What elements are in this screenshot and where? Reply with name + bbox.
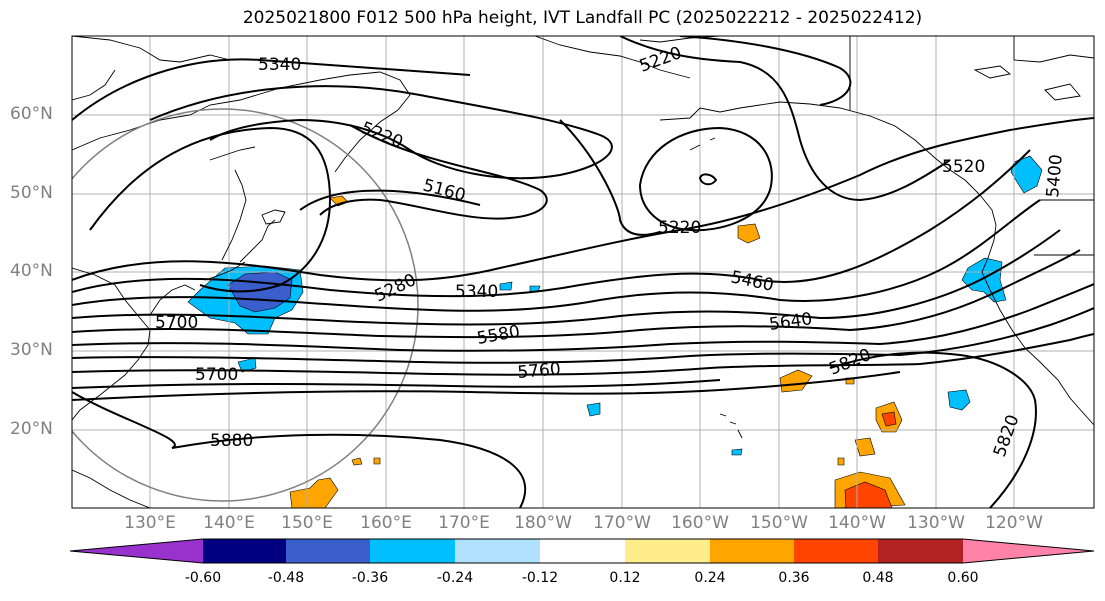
contour-label: 5520 bbox=[942, 157, 985, 177]
map-title: 2025021800 F012 500 hPa height, IVT Land… bbox=[242, 8, 923, 28]
colorbar-label: 0.60 bbox=[947, 570, 979, 586]
colorbar-segment bbox=[794, 539, 878, 563]
colorbar-label: -0.60 bbox=[184, 570, 222, 586]
lat-tick-label: 30°N bbox=[10, 340, 53, 360]
lat-tick-label: 50°N bbox=[10, 183, 53, 203]
lon-tick-label: 150°E bbox=[281, 513, 333, 533]
map-frame bbox=[71, 35, 1095, 509]
lon-tick-label: 170°E bbox=[438, 513, 490, 533]
colorbar-segment bbox=[878, 539, 963, 563]
lon-tick-label: 130°E bbox=[124, 513, 176, 533]
lat-tick-label: 60°N bbox=[10, 104, 53, 124]
contour-label: 5700 bbox=[155, 313, 198, 333]
colorbar-segment bbox=[963, 539, 1094, 563]
contour-label: 5340 bbox=[455, 282, 498, 302]
contour-label: 5760 bbox=[517, 359, 562, 383]
colorbar-label: -0.48 bbox=[267, 570, 305, 586]
lon-tick-label: 160°W bbox=[671, 513, 729, 533]
landfall-region-circle bbox=[72, 108, 419, 502]
colorbar-label: -0.36 bbox=[351, 570, 389, 586]
contour-label: 5220 bbox=[658, 218, 701, 238]
colorbar-label: -0.12 bbox=[521, 570, 559, 586]
height-contours bbox=[72, 36, 1094, 508]
colorbar-label: 0.24 bbox=[694, 570, 726, 586]
colorbar-segment bbox=[370, 539, 455, 563]
lon-tick-label: 160°E bbox=[360, 513, 412, 533]
colorbar-segment bbox=[455, 539, 540, 563]
colorbar-segment bbox=[286, 539, 370, 563]
colorbar-label: 0.12 bbox=[609, 570, 641, 586]
colorbar-segment bbox=[70, 539, 203, 563]
graticule bbox=[72, 36, 1094, 508]
lon-tick-label: 150°W bbox=[750, 513, 808, 533]
lon-tick-label: 120°W bbox=[985, 513, 1043, 533]
colorbar-label: 0.36 bbox=[778, 570, 810, 586]
contour-label: 5700 bbox=[195, 365, 238, 385]
lat-tick-label: 40°N bbox=[10, 261, 53, 281]
lon-tick-label: 140°W bbox=[828, 513, 886, 533]
lon-tick-label: 170°W bbox=[593, 513, 651, 533]
coastlines bbox=[72, 36, 1094, 508]
colorbar-segment bbox=[203, 539, 286, 563]
colorbar bbox=[70, 538, 1095, 564]
lon-tick-label: 180°W bbox=[514, 513, 572, 533]
colorbar-outline bbox=[70, 538, 1095, 564]
lon-tick-label: 140°E bbox=[203, 513, 255, 533]
colorbar-segment bbox=[710, 539, 794, 563]
colorbar-segment bbox=[540, 539, 625, 563]
lat-tick-label: 20°N bbox=[10, 419, 53, 439]
contour-label: 5400 bbox=[1043, 154, 1067, 199]
colorbar-label: 0.48 bbox=[862, 570, 894, 586]
contour-label: 5880 bbox=[210, 431, 253, 451]
colorbar-label: -0.24 bbox=[436, 570, 474, 586]
colorbar-segment bbox=[625, 539, 710, 563]
contour-label: 5340 bbox=[258, 55, 301, 75]
lon-tick-label: 130°W bbox=[907, 513, 965, 533]
